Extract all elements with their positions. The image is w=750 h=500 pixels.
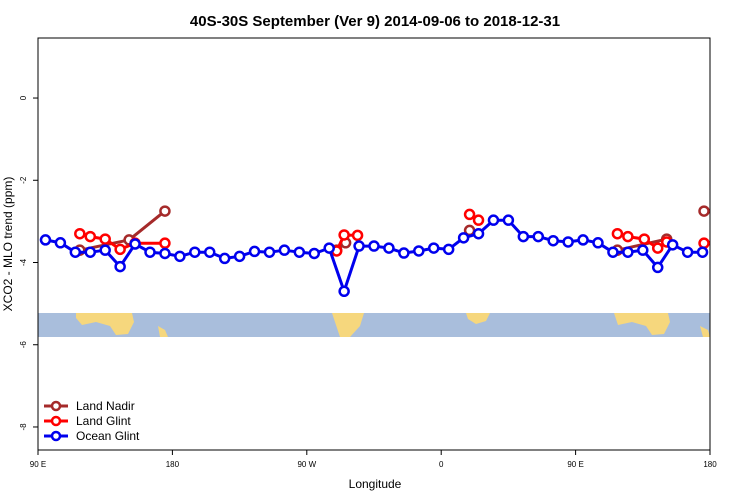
data-point [114, 260, 126, 273]
data-point [353, 240, 365, 252]
y-tick-label: 0 [19, 95, 28, 100]
land [700, 326, 710, 337]
land [614, 313, 670, 335]
data-point [698, 237, 710, 249]
data-point [174, 250, 186, 263]
y-tick-label: -8 [19, 423, 28, 431]
data-point [592, 237, 604, 249]
data-point [338, 285, 350, 298]
data-point [278, 244, 291, 256]
data-point [338, 229, 350, 241]
y-axis-label: XCO2 - MLO trend (ppm) [1, 177, 15, 312]
data-point [159, 205, 171, 217]
data-point [517, 230, 530, 243]
legend-marker [50, 415, 62, 427]
y-tick-label: -4 [19, 258, 28, 266]
data-point [562, 236, 574, 248]
data-point [144, 246, 156, 258]
data-point [457, 232, 470, 244]
chart-title: 40S-30S September (Ver 9) 2014-09-06 to … [190, 13, 560, 30]
data-point [114, 243, 126, 256]
data-point [463, 208, 476, 221]
data-point [99, 244, 111, 256]
legend-marker [50, 430, 62, 442]
land [158, 326, 168, 337]
map-strip [38, 313, 710, 337]
data-point [427, 242, 440, 254]
data-point [129, 238, 141, 250]
y-tick-label: -6 [19, 341, 28, 349]
x-tick-label: 90 E [567, 460, 583, 469]
data-point [323, 242, 335, 254]
x-tick-label: 0 [439, 460, 444, 469]
ocean [38, 313, 710, 337]
data-point [622, 246, 634, 258]
data-point [502, 214, 515, 226]
data-point [39, 234, 52, 246]
data-point [159, 237, 171, 249]
data-point [472, 214, 485, 226]
data-point [577, 234, 589, 246]
land [76, 313, 134, 335]
data-point [308, 247, 321, 260]
data-point [218, 252, 231, 265]
data-point [547, 234, 559, 247]
data-point [248, 245, 261, 258]
data-point [651, 242, 664, 254]
x-axis-label: Longitude [349, 477, 402, 491]
data-point [189, 246, 201, 258]
data-point [84, 230, 97, 243]
data-point [638, 233, 651, 245]
data-point [698, 205, 710, 217]
data-point [159, 247, 171, 260]
legend-label: Land Glint [76, 414, 131, 428]
data-point [611, 227, 624, 240]
data-point [666, 239, 679, 251]
x-tick-label: 90 W [297, 460, 316, 469]
x-tick-label: 180 [166, 460, 180, 469]
data-point [54, 237, 67, 249]
x-tick-label: 90 E [30, 460, 46, 469]
data-point [383, 242, 395, 254]
data-point [398, 247, 410, 259]
legend-label: Ocean Glint [76, 429, 140, 443]
data-point [263, 246, 276, 258]
data-point [442, 243, 455, 256]
data-point [487, 214, 500, 226]
data-point [69, 246, 82, 258]
data-point [74, 227, 86, 240]
legend-marker [50, 400, 62, 412]
data-point [233, 250, 246, 263]
land [466, 313, 490, 324]
data-point [681, 246, 694, 258]
data-point [637, 244, 649, 256]
data-point [293, 246, 306, 258]
data-point [84, 246, 97, 258]
data-point [413, 245, 425, 257]
legend-label: Land Nadir [76, 399, 135, 413]
data-point [607, 246, 619, 258]
x-tick-label: 180 [703, 460, 717, 469]
plot-frame [37, 37, 711, 451]
data-point [651, 261, 664, 274]
data-point [532, 230, 545, 243]
land [332, 313, 364, 337]
y-tick-label: -2 [19, 176, 28, 184]
data-point [351, 229, 364, 242]
data-point [99, 233, 111, 245]
data-point [368, 240, 380, 252]
data-point [203, 246, 216, 258]
data-point [472, 227, 485, 240]
data-point [696, 246, 709, 258]
data-point [622, 230, 634, 243]
